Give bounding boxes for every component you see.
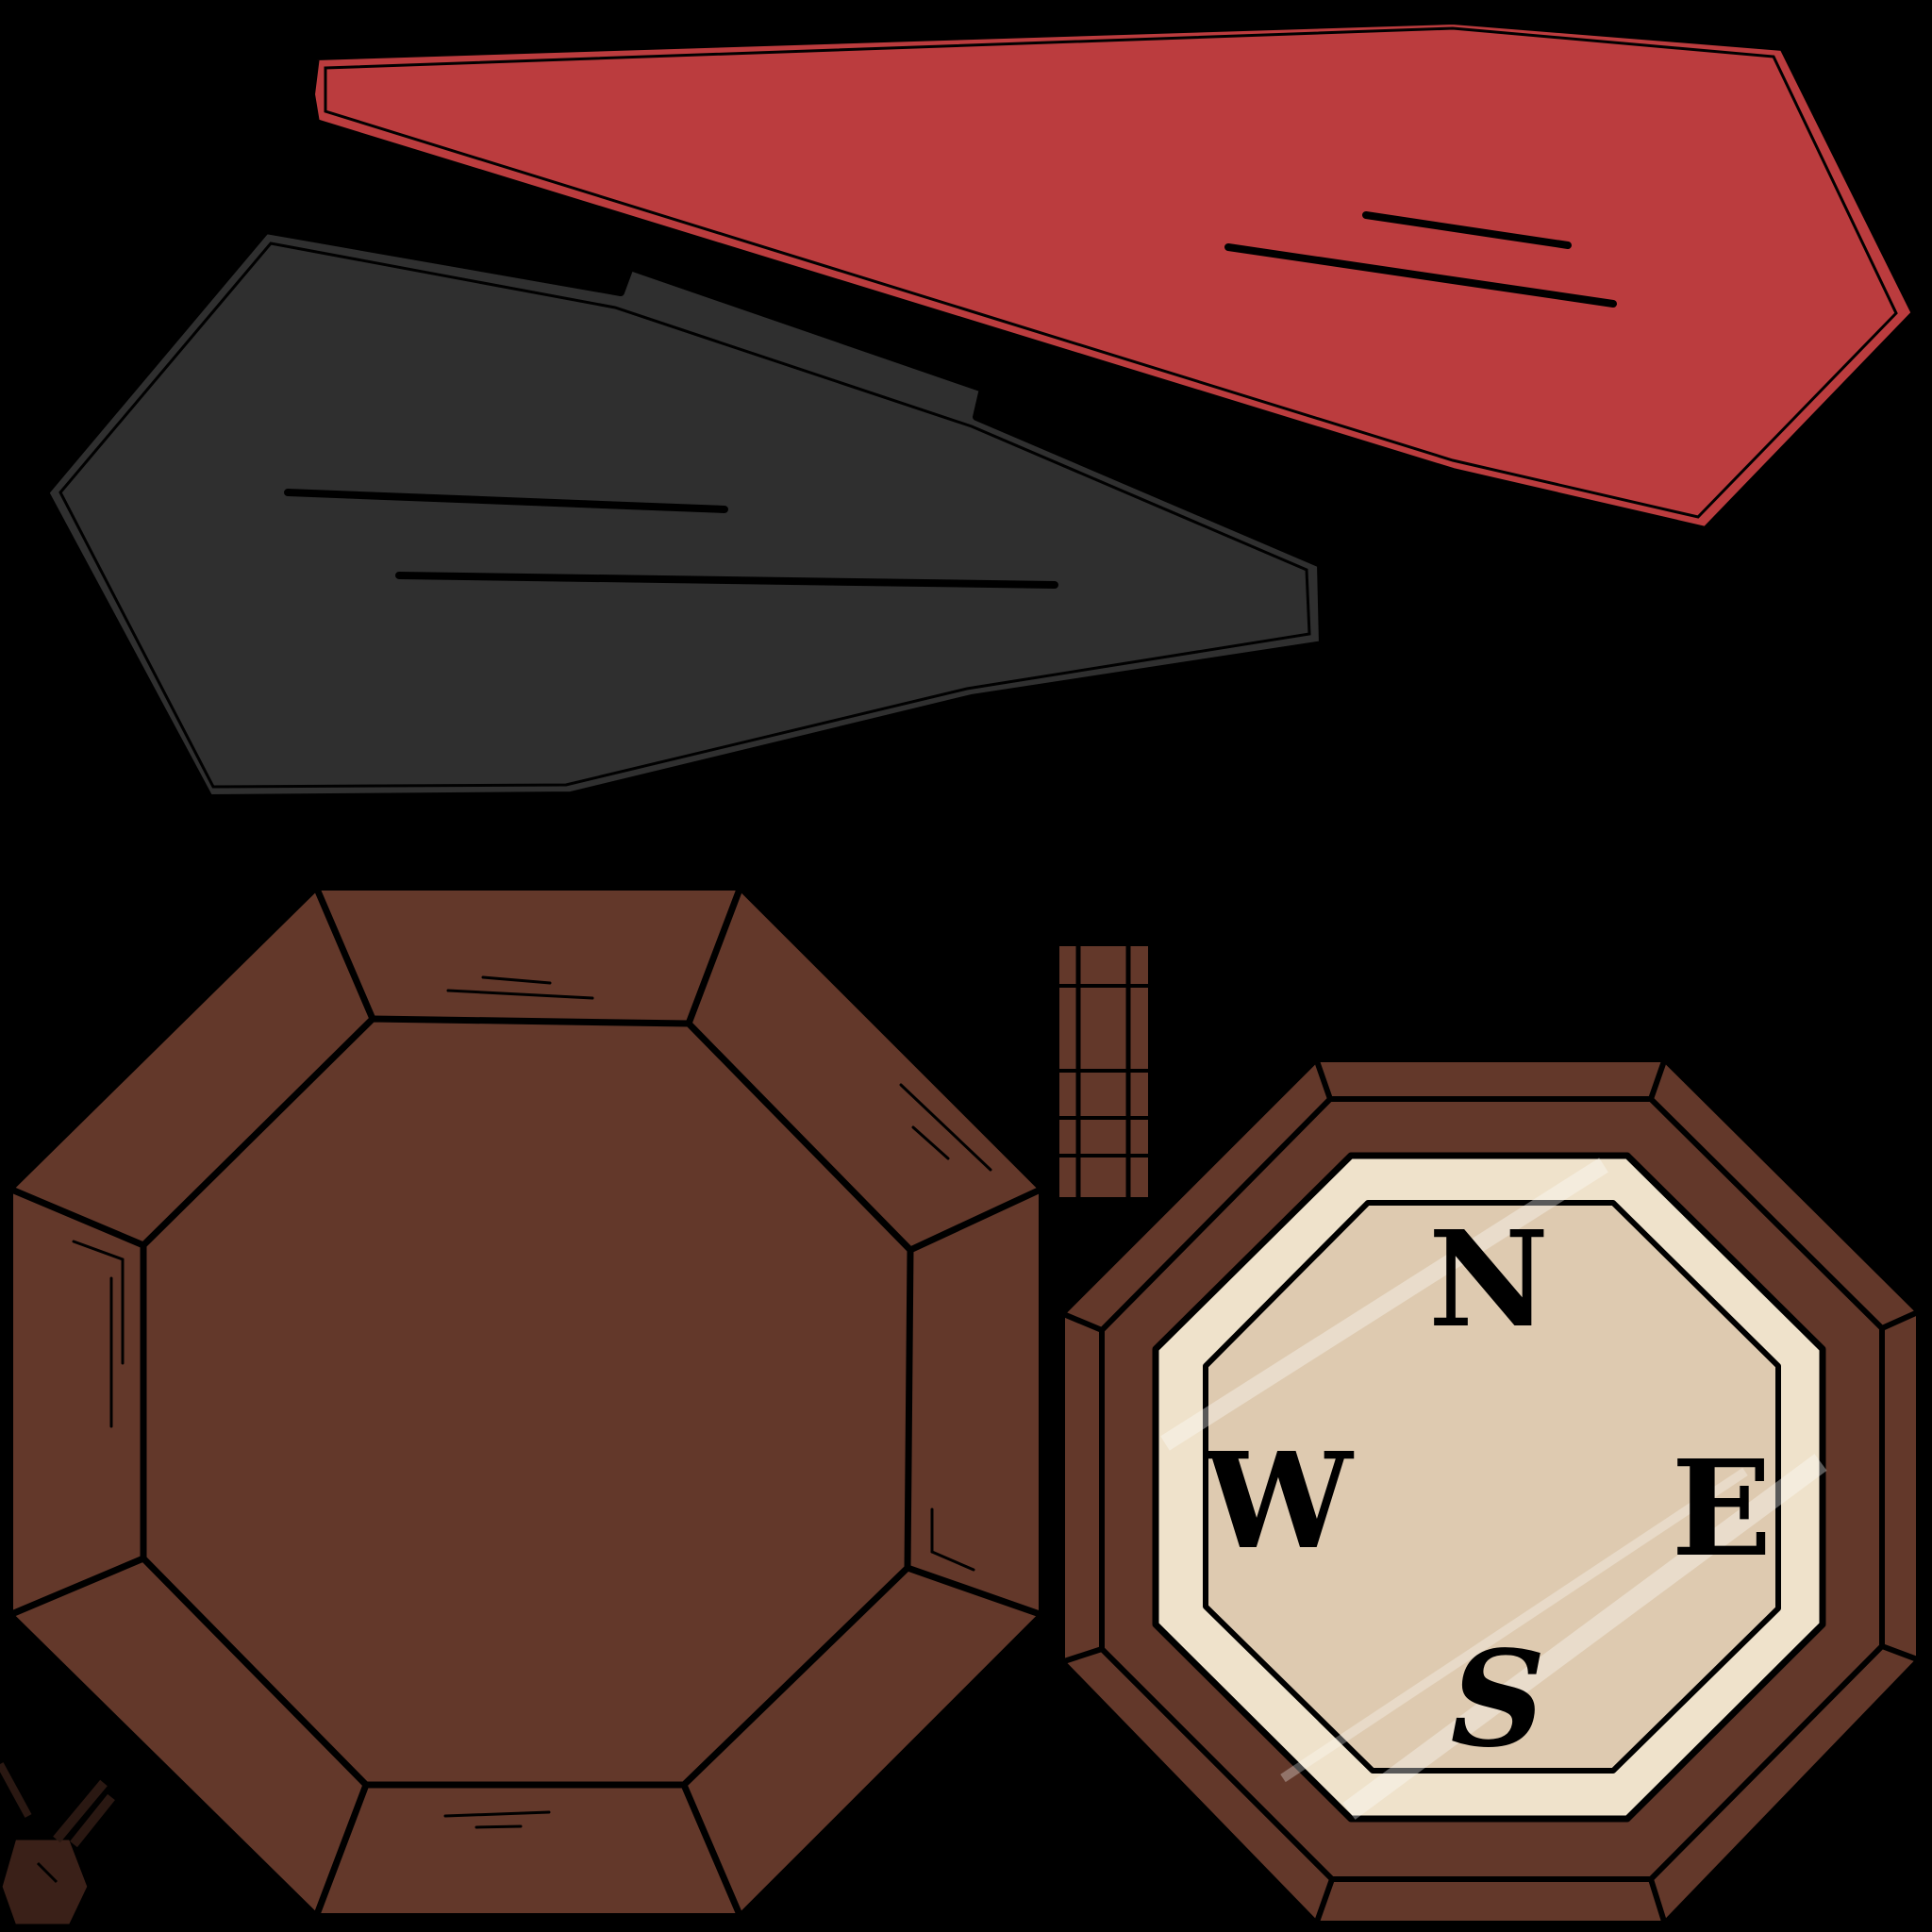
north-label: N [1428,1203,1549,1357]
east-label: E [1672,1432,1773,1587]
dark-needle [42,226,1326,802]
compass-lid [6,883,1046,1921]
south-label: S [1450,1623,1545,1777]
hinge-piece [1054,941,1154,1203]
small-fragment [0,1762,115,1929]
red-needle [308,17,1919,534]
compass-base: N E S W [1058,1055,1924,1928]
west-label: W [1202,1424,1354,1579]
